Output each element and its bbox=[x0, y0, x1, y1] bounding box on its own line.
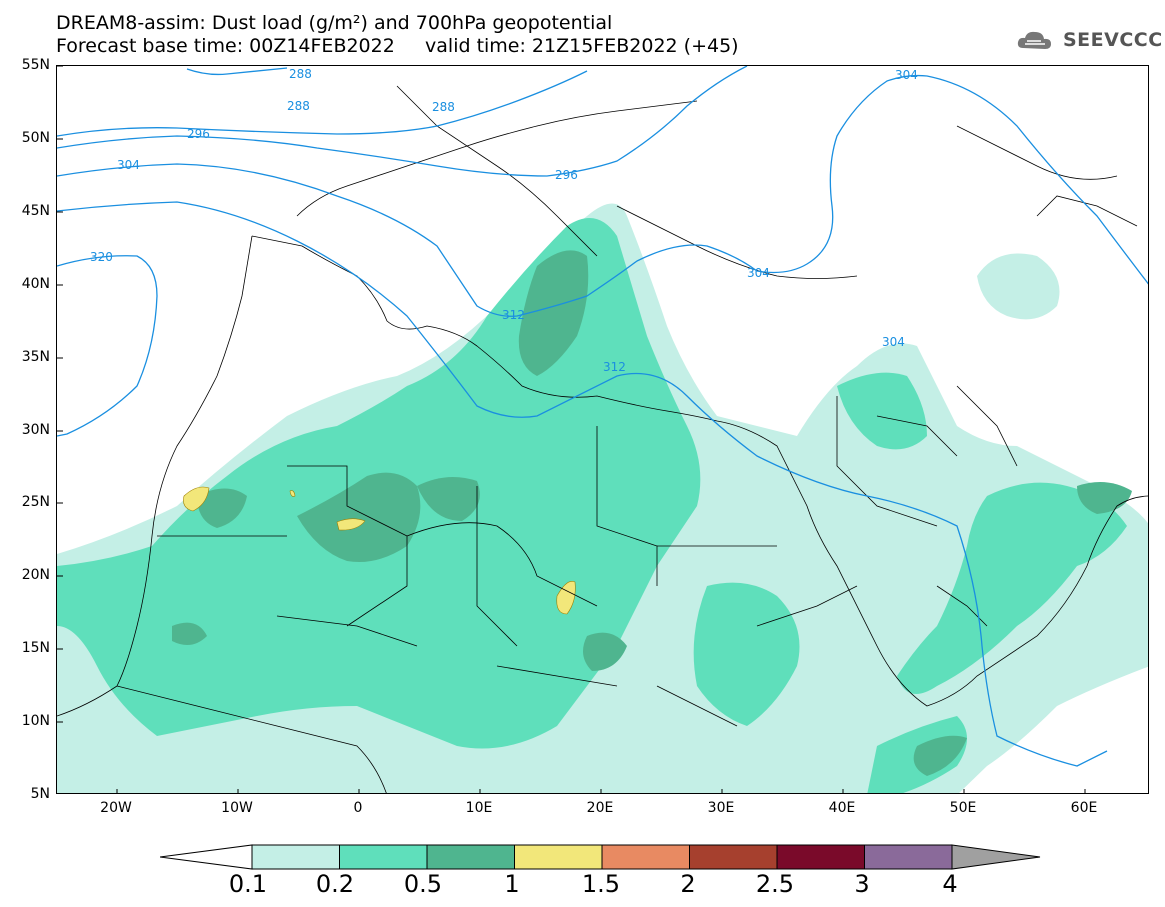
contour-label: 288 bbox=[287, 99, 310, 113]
colorbar-boxes bbox=[251, 844, 953, 870]
contour-label: 304 bbox=[747, 266, 770, 280]
lat-label: 50N bbox=[21, 130, 50, 146]
lon-label: 10E bbox=[465, 800, 493, 816]
lat-label: 35N bbox=[21, 349, 50, 365]
lat-label: 5N bbox=[30, 786, 50, 802]
axis-ticks bbox=[57, 66, 1086, 793]
colorbar-label: 2.5 bbox=[755, 870, 795, 898]
lat-label: 20N bbox=[21, 567, 50, 583]
colorbar-label: 0.1 bbox=[228, 870, 268, 898]
lat-label: 15N bbox=[21, 640, 50, 656]
lon-label: 20W bbox=[100, 800, 132, 816]
forecast-time-line: Forecast base time: 00Z14FEB2022 valid t… bbox=[56, 35, 739, 57]
lon-label: 40E bbox=[828, 800, 856, 816]
contour-label: 288 bbox=[432, 100, 455, 114]
lat-label: 30N bbox=[21, 422, 50, 438]
colorbar-label: 4 bbox=[942, 870, 958, 898]
colorbar-swatch bbox=[514, 844, 603, 870]
colorbar-swatch bbox=[251, 844, 340, 870]
colorbar-swatch bbox=[601, 844, 690, 870]
colorbar-swatch bbox=[339, 844, 428, 870]
contour-label: 320 bbox=[90, 250, 113, 264]
contour-label: 304 bbox=[882, 335, 905, 349]
map-title: DREAM8-assim: Dust load (g/m²) and 700hP… bbox=[56, 12, 613, 34]
colorbar-low-arrow bbox=[160, 844, 253, 870]
lat-label: 25N bbox=[21, 494, 50, 510]
country-borders bbox=[57, 85, 1148, 793]
lon-label: 50E bbox=[949, 800, 977, 816]
contour-label: 288 bbox=[289, 67, 312, 81]
dust-map: 288 288 288 296 296 304 304 304 304 312 … bbox=[56, 65, 1149, 794]
lat-label: 45N bbox=[21, 203, 50, 219]
colorbar-swatch bbox=[776, 844, 865, 870]
cloud-logo-icon bbox=[1017, 31, 1051, 49]
contour-label: 312 bbox=[502, 308, 525, 322]
colorbar-swatch bbox=[426, 844, 515, 870]
contour-label: 296 bbox=[555, 168, 578, 182]
colorbar bbox=[160, 844, 1041, 870]
colorbar-swatch bbox=[864, 844, 953, 870]
dust-area-1 bbox=[183, 486, 576, 615]
contour-label: 304 bbox=[117, 158, 140, 172]
colorbar-high-arrow bbox=[951, 844, 1041, 870]
geopotential-contours bbox=[57, 66, 1148, 767]
logo-text: SEEVCCC bbox=[1063, 29, 1163, 51]
lon-label: 10W bbox=[221, 800, 253, 816]
dust-area-0-5 bbox=[172, 250, 1132, 776]
colorbar-label: 1 bbox=[504, 870, 520, 898]
colorbar-label: 0.2 bbox=[315, 870, 355, 898]
lon-label: 30E bbox=[707, 800, 735, 816]
colorbar-label: 3 bbox=[854, 870, 870, 898]
contour-label: 304 bbox=[895, 68, 918, 82]
lon-label: 20E bbox=[586, 800, 614, 816]
lon-label: 60E bbox=[1070, 800, 1098, 816]
colorbar-label: 0.5 bbox=[403, 870, 443, 898]
lon-label: 0 bbox=[353, 800, 363, 816]
contour-label: 296 bbox=[187, 127, 210, 141]
lat-label: 55N bbox=[21, 57, 50, 73]
contour-label: 312 bbox=[603, 360, 626, 374]
lat-label: 40N bbox=[21, 276, 50, 292]
colorbar-label: 1.5 bbox=[581, 870, 621, 898]
contour-labels: 288 288 288 296 296 304 304 304 304 312 … bbox=[90, 67, 918, 374]
colorbar-swatch bbox=[689, 844, 778, 870]
lat-label: 10N bbox=[21, 713, 50, 729]
colorbar-label: 2 bbox=[680, 870, 696, 898]
